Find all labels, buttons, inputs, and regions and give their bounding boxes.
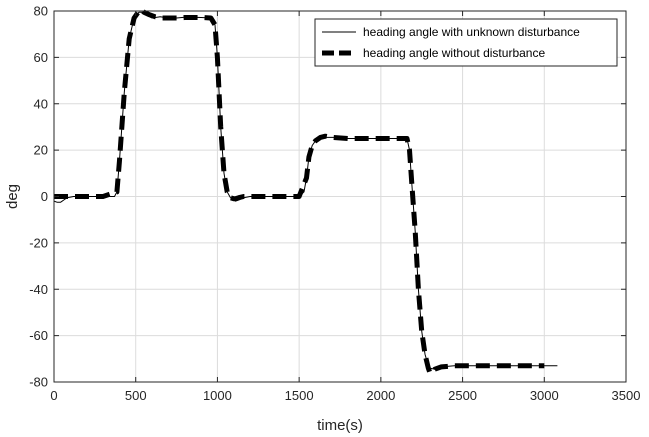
y-tick-label: 20 xyxy=(34,143,48,158)
y-tick-label: 40 xyxy=(34,96,48,111)
x-tick-label: 3000 xyxy=(530,388,559,403)
y-tick-label: -60 xyxy=(29,328,48,343)
x-tick-label: 3500 xyxy=(612,388,641,403)
y-axis-label: deg xyxy=(4,184,21,209)
x-tick-label: 2500 xyxy=(448,388,477,403)
x-tick-label: 1000 xyxy=(203,388,232,403)
y-tick-label: -40 xyxy=(29,282,48,297)
legend-box xyxy=(314,18,618,67)
x-tick-label: 1500 xyxy=(285,388,314,403)
legend-label-with-disturbance: heading angle with unknown disturbance xyxy=(363,25,580,39)
x-tick-label: 0 xyxy=(50,388,57,403)
x-tick-label: 2000 xyxy=(366,388,395,403)
y-tick-label: 0 xyxy=(41,189,48,204)
x-axis-label: time(s) xyxy=(317,417,363,434)
tick-labels: 0 500 1000 1500 2000 2500 3000 3500 -80 -60 -40 -20… xyxy=(29,4,640,404)
y-tick-label: 80 xyxy=(34,4,48,19)
series-line-with-disturbance xyxy=(53,11,558,370)
legend: heading angle with unknown disturbance h… xyxy=(314,18,618,67)
y-tick-label: 60 xyxy=(34,50,48,65)
x-tick-label: 500 xyxy=(125,388,147,403)
y-tick-label: -80 xyxy=(29,375,48,390)
plot-area xyxy=(53,7,558,376)
legend-label-without-disturbance: heading angle without disturbance xyxy=(363,46,545,60)
y-tick-label: -20 xyxy=(29,235,48,250)
